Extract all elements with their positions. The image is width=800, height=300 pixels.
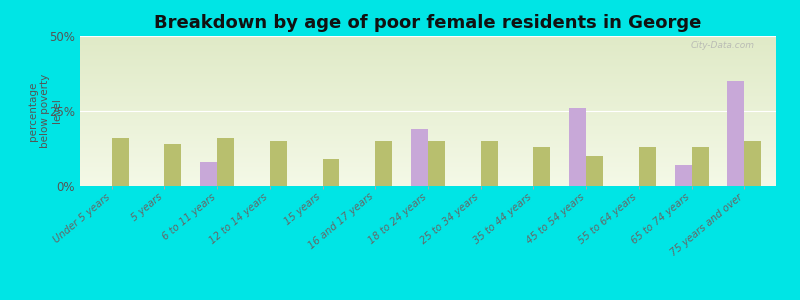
Bar xyxy=(481,141,498,186)
Bar xyxy=(570,108,586,186)
Bar xyxy=(744,141,762,186)
Bar xyxy=(727,81,744,186)
Bar xyxy=(639,147,656,186)
Bar xyxy=(411,129,428,186)
Bar xyxy=(270,141,286,186)
Bar xyxy=(112,138,129,186)
Bar xyxy=(322,159,339,186)
Bar xyxy=(674,165,692,186)
Text: City-Data.com: City-Data.com xyxy=(691,40,755,50)
Bar xyxy=(217,138,234,186)
Bar xyxy=(586,156,603,186)
Y-axis label: percentage
below poverty
level: percentage below poverty level xyxy=(28,74,62,148)
Title: Breakdown by age of poor female residents in George: Breakdown by age of poor female resident… xyxy=(154,14,702,32)
Bar xyxy=(534,147,550,186)
Bar xyxy=(375,141,392,186)
Bar xyxy=(428,141,445,186)
Bar xyxy=(692,147,709,186)
Bar xyxy=(164,144,182,186)
Bar xyxy=(200,162,217,186)
